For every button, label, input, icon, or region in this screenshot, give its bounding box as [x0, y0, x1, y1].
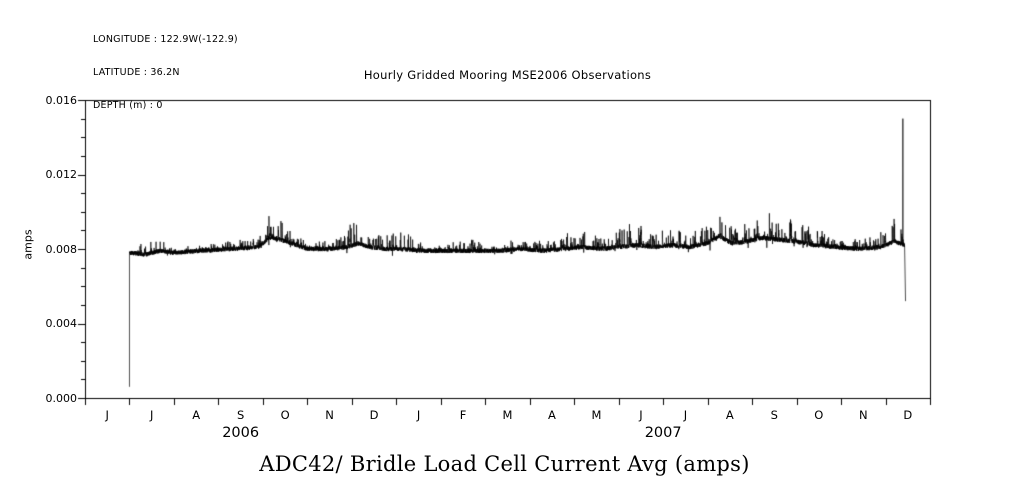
x-tick-label: J [416, 408, 421, 422]
y-tick-label: 0.008 [45, 242, 78, 256]
y-tick-label: 0.016 [45, 93, 78, 107]
x-tick-label: J [150, 408, 154, 422]
year-label-2006: 2006 [222, 425, 260, 441]
x-tick-label: A [548, 408, 556, 422]
longitude-label: LONGITUDE : 122.9W(-122.9) [93, 34, 238, 45]
x-tick-label: M [591, 408, 602, 422]
depth-label: DEPTH (m) : 0 [93, 100, 163, 111]
y-tick-label: 0.012 [45, 168, 78, 181]
chart-title: Hourly Gridded Mooring MSE2006 Observati… [363, 68, 652, 82]
x-tick-label: S [770, 408, 778, 422]
x-tick-label: F [459, 408, 467, 422]
x-tick-label: A [192, 408, 201, 422]
x-tick-label: J [105, 408, 109, 422]
x-tick-label: N [858, 408, 868, 422]
x-tick-label: O [280, 408, 290, 422]
x-tick-label: D [903, 408, 913, 422]
x-tick-label: N [325, 408, 334, 422]
x-tick-label: A [725, 408, 734, 422]
year-label-2007: 2007 [644, 425, 682, 441]
x-tick-label: J [639, 408, 643, 422]
x-tick-label: D [369, 408, 379, 422]
figure-caption: ADC42/ Bridle Load Cell Current Avg (amp… [259, 452, 750, 476]
x-tick-label: S [237, 408, 245, 422]
latitude-label: LATITUDE : 36.2N [93, 67, 180, 78]
x-tick-label: J [683, 408, 688, 422]
x-tick-label: O [814, 408, 824, 422]
y-tick-label: 0.000 [45, 391, 78, 405]
metadata-block: LONGITUDE : 122.9W(-122.9) LATITUDE : 36… [93, 12, 238, 133]
x-tick-label: M [502, 408, 513, 422]
y-tick-label: 0.004 [45, 317, 78, 330]
